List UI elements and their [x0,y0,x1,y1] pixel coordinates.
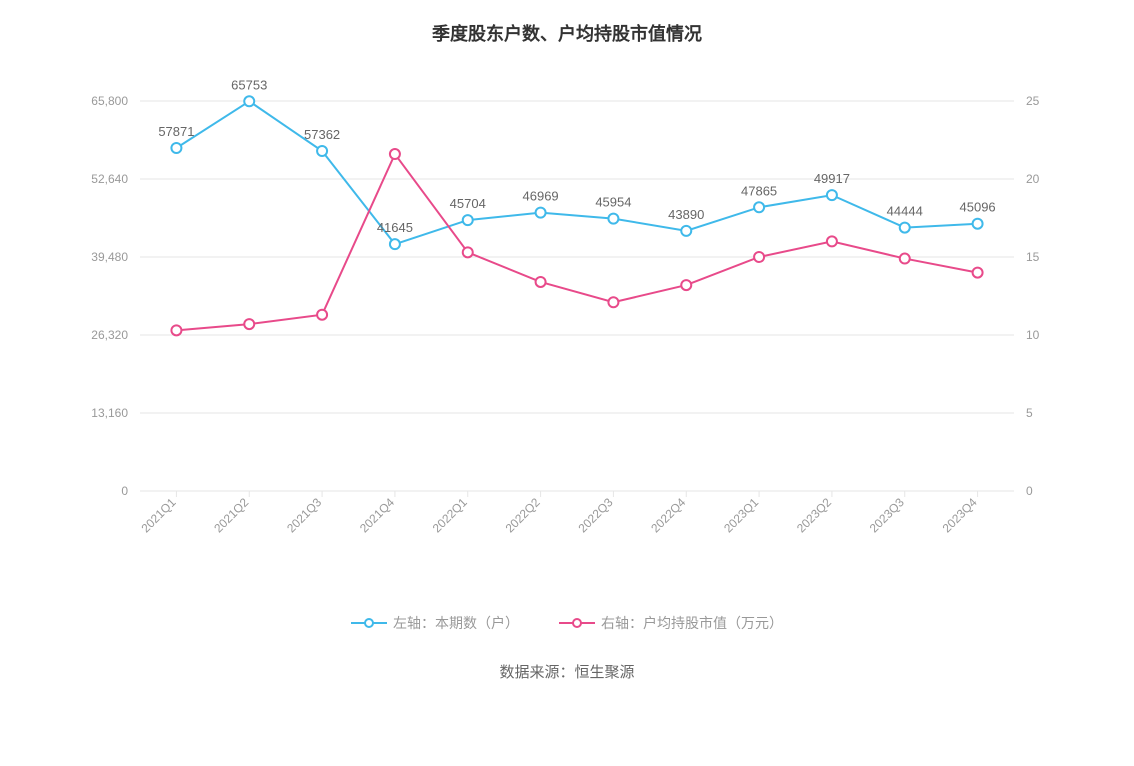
series-marker-avg_value [463,247,473,257]
series-marker-households [608,214,618,224]
data-source-label: 数据来源：恒生聚源 [30,661,1104,682]
series-value-label-households: 41645 [377,220,413,235]
series-marker-avg_value [317,310,327,320]
y-right-tick-label: 25 [1026,94,1040,108]
series-marker-households [317,146,327,156]
series-value-label-households: 44444 [887,204,923,219]
series-marker-avg_value [390,149,400,159]
chart-title: 季度股东户数、户均持股市值情况 [30,20,1104,46]
series-value-label-households: 65753 [231,77,267,92]
series-marker-avg_value [754,252,764,262]
series-value-label-households: 47865 [741,183,777,198]
series-marker-households [827,190,837,200]
series-marker-avg_value [973,268,983,278]
series-marker-avg_value [900,254,910,264]
y-right-tick-label: 10 [1026,328,1040,342]
y-left-tick-label: 26,320 [91,328,128,342]
chart-svg: 0 0 13,160 5 26,320 10 39,480 15 52,640 20 65,800 2… [30,61,1104,581]
series-marker-avg_value [536,277,546,287]
series-marker-avg_value [171,325,181,335]
series-value-label-households: 45704 [450,196,486,211]
y-right-tick-label: 5 [1026,406,1033,420]
series-marker-avg_value [681,280,691,290]
chart-container: 季度股东户数、户均持股市值情况 0 0 13,160 5 26,320 10 39,480 1… [0,0,1134,712]
series-value-label-households: 45954 [595,195,631,210]
legend-item-households: 左轴：本期数（户） [351,613,519,633]
series-marker-households [681,226,691,236]
series-marker-households [536,208,546,218]
legend-item-avg_value: 右轴：户均持股市值（万元） [559,613,783,633]
series-value-label-households: 57871 [158,124,194,139]
series-marker-households [390,239,400,249]
y-right-tick-label: 15 [1026,250,1040,264]
y-left-tick-label: 39,480 [91,250,128,264]
series-value-label-households: 57362 [304,127,340,142]
y-left-tick-label: 52,640 [91,172,128,186]
chart-plot-area: 0 0 13,160 5 26,320 10 39,480 15 52,640 20 65,800 2… [30,61,1104,581]
series-value-label-households: 43890 [668,207,704,222]
series-marker-households [900,223,910,233]
series-value-label-households: 49917 [814,171,850,186]
legend-label-avg_value: 右轴：户均持股市值（万元） [601,613,783,633]
y-left-tick-label: 13,160 [91,406,128,420]
series-marker-households [754,202,764,212]
series-marker-households [171,143,181,153]
y-left-tick-label: 0 [121,484,128,498]
series-marker-households [973,219,983,229]
legend-label-households: 左轴：本期数（户） [393,613,519,633]
series-marker-avg_value [608,297,618,307]
y-right-tick-label: 0 [1026,484,1033,498]
series-marker-households [463,215,473,225]
legend-symbol-avg_value [559,617,595,629]
series-marker-avg_value [827,236,837,246]
legend-symbol-households [351,617,387,629]
series-marker-households [244,96,254,106]
chart-legend: 左轴：本期数（户） 右轴：户均持股市值（万元） [30,613,1104,633]
y-left-tick-label: 65,800 [91,94,128,108]
series-marker-avg_value [244,319,254,329]
series-value-label-households: 46969 [523,189,559,204]
series-value-label-households: 45096 [960,200,996,215]
y-right-tick-label: 20 [1026,172,1040,186]
